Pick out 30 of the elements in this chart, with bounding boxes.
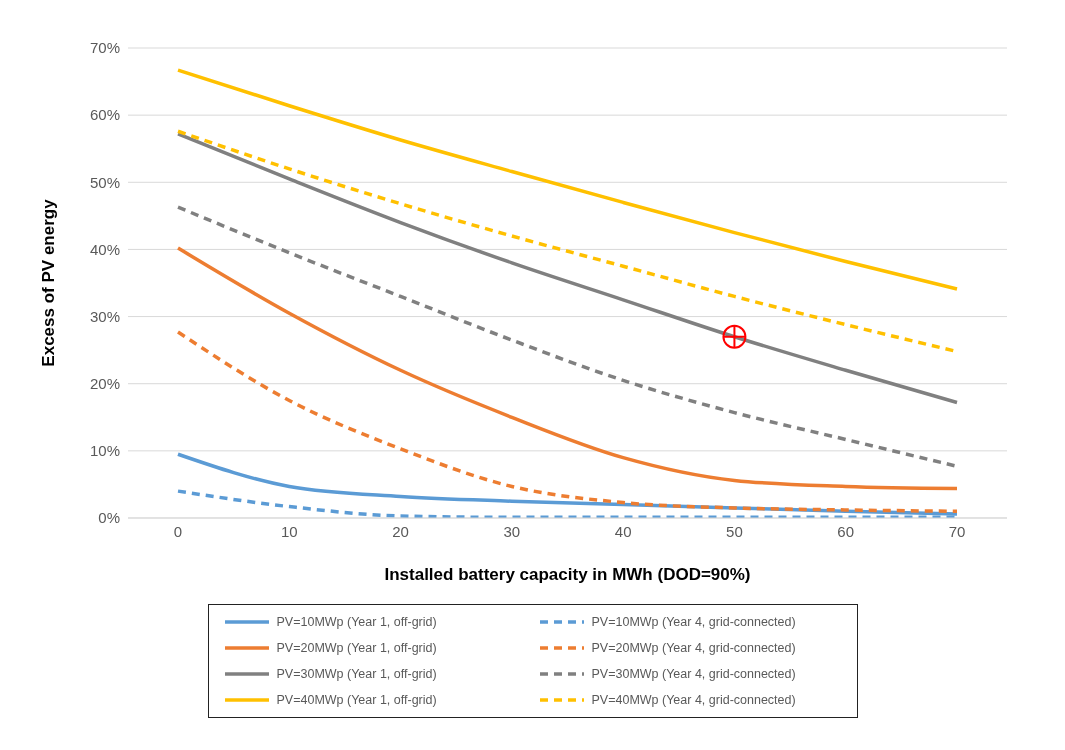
- line-series: [176, 330, 959, 514]
- legend-label: PV=10MWp (Year 4, grid-connected): [591, 615, 796, 629]
- x-tick-label: 0: [173, 522, 183, 540]
- legend-label: PV=20MWp (Year 1, off-grid): [276, 641, 437, 655]
- legend-label: PV=30MWp (Year 4, grid-connected): [591, 667, 796, 681]
- line-series: [176, 246, 959, 491]
- x-tick-label: 30: [503, 522, 521, 540]
- y-axis-title: Excess of PV energy: [39, 198, 59, 367]
- x-axis-title: Installed battery capacity in MWh (DOD=90%): [384, 565, 751, 584]
- x-tick-label: 40: [614, 522, 632, 540]
- y-tick-label: 70%: [89, 39, 120, 57]
- x-tick-label: 20: [392, 522, 409, 540]
- y-tick-label: 0%: [98, 509, 120, 527]
- x-tick-label: 10: [280, 522, 298, 540]
- y-tick-label: 30%: [89, 307, 120, 325]
- y-tick-label: 60%: [89, 106, 120, 124]
- x-tick-label: 50: [726, 522, 743, 540]
- x-tick-label: 70: [948, 522, 966, 540]
- legend-label: PV=10MWp (Year 1, off-grid): [276, 615, 437, 629]
- legend-label: PV=40MWp (Year 1, off-grid): [276, 693, 437, 707]
- y-tick-label: 40%: [89, 240, 120, 258]
- legend-label: PV=30MWp (Year 1, off-grid): [276, 667, 437, 681]
- legend-label: PV=20MWp (Year 4, grid-connected): [591, 641, 796, 655]
- line-series: [176, 132, 959, 405]
- y-tick-label: 10%: [89, 442, 120, 460]
- line-series: [176, 68, 959, 291]
- y-tick-label: 20%: [89, 375, 120, 393]
- y-tick-label: 50%: [89, 173, 120, 191]
- legend-label: PV=40MWp (Year 4, grid-connected): [591, 693, 796, 707]
- x-tick-label: 60: [837, 522, 855, 540]
